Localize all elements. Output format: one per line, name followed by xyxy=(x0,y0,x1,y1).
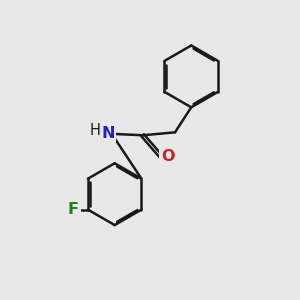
Text: H: H xyxy=(90,123,101,138)
Text: N: N xyxy=(101,126,115,141)
Text: F: F xyxy=(68,202,79,217)
Text: O: O xyxy=(161,149,175,164)
